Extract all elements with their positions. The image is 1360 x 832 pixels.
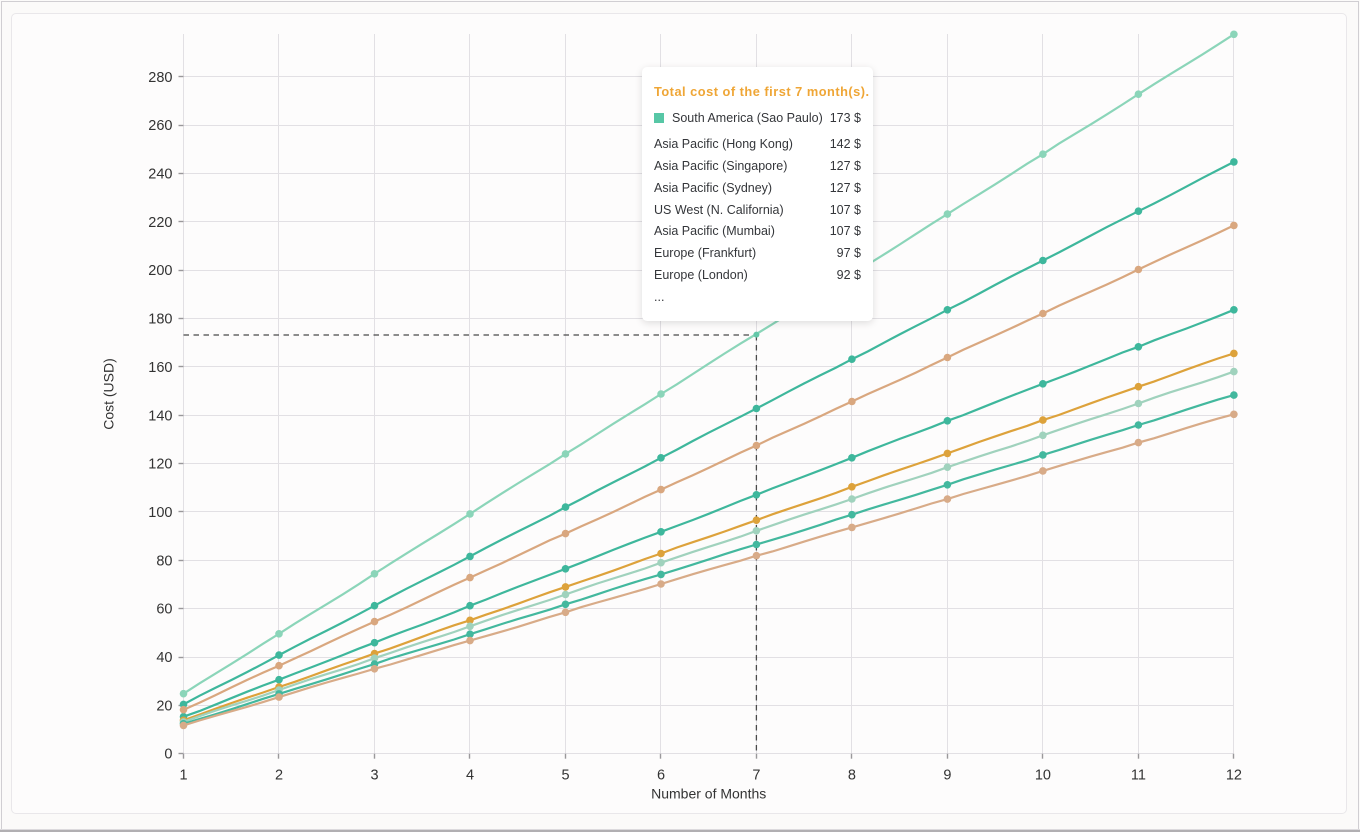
svg-text:20: 20 xyxy=(156,698,172,714)
svg-text:7: 7 xyxy=(752,768,760,784)
svg-text:12: 12 xyxy=(1226,768,1242,784)
svg-text:8: 8 xyxy=(848,768,856,784)
svg-text:6: 6 xyxy=(657,768,665,784)
svg-text:0: 0 xyxy=(164,747,172,763)
svg-text:1: 1 xyxy=(179,768,187,784)
svg-text:Cost (USD): Cost (USD) xyxy=(101,358,117,430)
svg-text:9: 9 xyxy=(943,768,951,784)
svg-text:240: 240 xyxy=(148,167,172,183)
svg-text:180: 180 xyxy=(148,312,172,328)
svg-text:160: 160 xyxy=(148,360,172,376)
svg-text:40: 40 xyxy=(156,650,172,666)
svg-text:11: 11 xyxy=(1131,768,1146,784)
svg-text:10: 10 xyxy=(1035,768,1051,784)
svg-text:220: 220 xyxy=(148,215,172,231)
svg-text:80: 80 xyxy=(156,553,172,569)
svg-text:280: 280 xyxy=(148,70,172,86)
svg-text:60: 60 xyxy=(156,602,172,618)
svg-text:140: 140 xyxy=(148,408,172,424)
svg-text:4: 4 xyxy=(466,768,474,784)
svg-text:260: 260 xyxy=(148,118,172,134)
svg-text:3: 3 xyxy=(370,768,378,784)
svg-text:200: 200 xyxy=(148,263,172,279)
svg-text:2: 2 xyxy=(275,768,283,784)
svg-text:Number of Months: Number of Months xyxy=(651,786,766,802)
svg-text:120: 120 xyxy=(148,457,172,473)
svg-text:5: 5 xyxy=(561,768,569,784)
svg-text:100: 100 xyxy=(148,505,172,521)
